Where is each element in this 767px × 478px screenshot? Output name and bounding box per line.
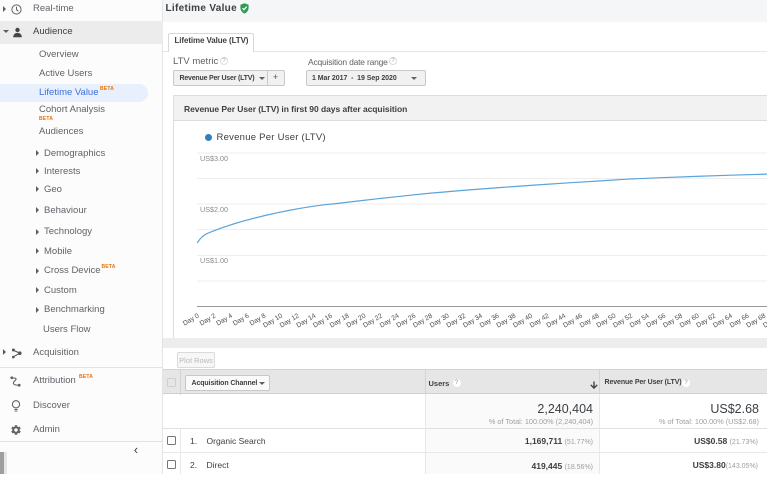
svg-text:Day 4: Day 4 <box>215 312 234 327</box>
svg-text:Day 6: Day 6 <box>232 312 251 327</box>
svg-text:US$3.00: US$3.00 <box>200 153 228 162</box>
svg-text:Day 0: Day 0 <box>182 312 201 327</box>
svg-text:Day 70: Day 70 <box>762 312 767 329</box>
svg-text:US$2.00: US$2.00 <box>200 204 228 213</box>
svg-text:US$1.00: US$1.00 <box>200 256 228 265</box>
svg-text:Day 2: Day 2 <box>199 312 218 327</box>
